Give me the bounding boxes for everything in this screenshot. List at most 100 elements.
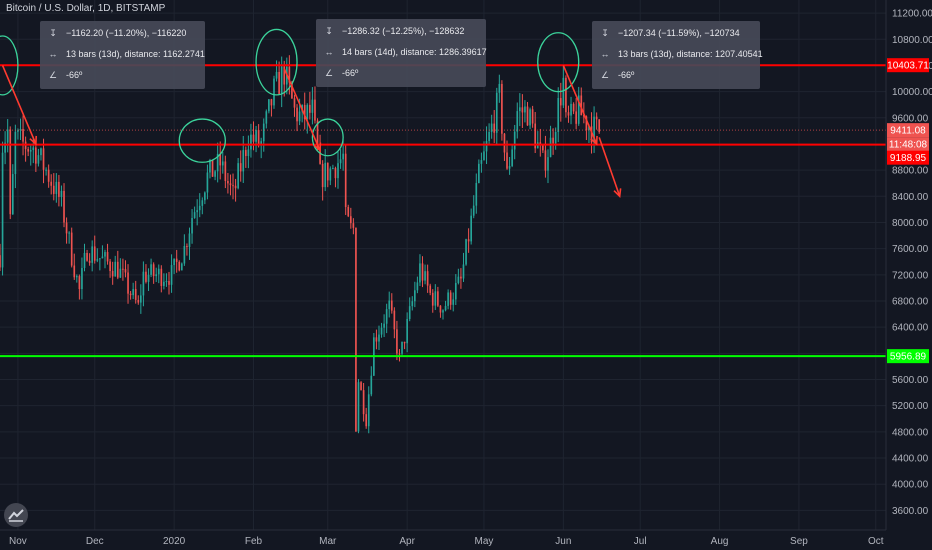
candle-body: [544, 150, 547, 171]
candle-body: [490, 123, 493, 132]
candle-body: [216, 153, 219, 172]
candle-body: [6, 129, 9, 143]
price-badge-label: 9188.95: [890, 153, 927, 164]
candle-body: [129, 293, 132, 296]
candle-body: [206, 172, 209, 193]
candle-body: [495, 92, 498, 133]
candle-body: [572, 103, 575, 112]
candle-body: [239, 163, 242, 172]
measure-price-change: −1286.32 (−12.25%), −128632: [342, 26, 465, 36]
candle-body: [283, 66, 286, 85]
candle-body: [180, 263, 183, 271]
candle-body: [183, 246, 186, 264]
candle-body: [529, 109, 531, 126]
candle-body: [380, 327, 383, 335]
candle-body: [293, 98, 296, 108]
candle-body: [65, 222, 68, 234]
candle-body: [19, 128, 22, 131]
arrow-head: [313, 142, 322, 153]
candle-body: [347, 207, 350, 217]
candle-body: [344, 153, 347, 208]
x-tick-label: Mar: [319, 536, 337, 547]
candle-body: [262, 123, 265, 142]
candle-body: [142, 271, 145, 296]
y-tick-label: 7200.00: [892, 270, 929, 281]
candle-body: [119, 268, 122, 278]
chart-title: Bitcoin / U.S. Dollar, 1D, BITSTAMP: [6, 3, 166, 14]
x-axis-labels: Nov Dec 2020 Feb Mar Apr May Jun Jul Aug Sep Oct: [9, 536, 884, 547]
arrow-annotation: [562, 65, 598, 145]
angle-icon: ∠: [324, 68, 334, 78]
candle-body: [593, 116, 595, 143]
candle-body: [513, 131, 516, 150]
candle-body: [403, 341, 406, 344]
candle-body: [590, 126, 593, 143]
candle-body: [127, 272, 129, 294]
candle-body: [493, 123, 496, 133]
candle-body: [70, 232, 73, 266]
candle-body: [173, 258, 175, 266]
candle-body: [145, 271, 147, 282]
candle-body: [9, 129, 12, 215]
measure-tooltip-1: ↧ −1162.20 (−11.20%), −116220 ↔ 13 bars (1…: [40, 21, 205, 89]
candle-body: [27, 149, 29, 152]
candle-body: [278, 71, 280, 95]
candle-body: [362, 390, 365, 415]
price-axis[interactable]: [886, 0, 932, 530]
measure-bars: 13 bars (13d), distance: 1207.40541: [618, 49, 763, 59]
candle-body: [247, 149, 250, 156]
candle-body: [68, 232, 70, 234]
candle-body: [260, 141, 263, 145]
candle-body: [334, 168, 337, 179]
x-tick-label: Jul: [634, 536, 647, 547]
angle-icon: ∠: [600, 70, 610, 80]
candle-body: [309, 104, 311, 113]
x-tick-label: Feb: [245, 536, 263, 547]
y-tick-label: 6400.00: [892, 323, 929, 334]
candle-body: [483, 151, 485, 161]
arrow-annotation: [283, 68, 321, 151]
candle-body: [132, 289, 134, 296]
measure-angle: -66º: [342, 68, 359, 78]
candle-body: [316, 120, 319, 149]
candle-body: [227, 180, 229, 184]
y-tick-label: 8800.00: [892, 166, 929, 177]
candle-body: [426, 271, 429, 286]
arrow-head: [613, 188, 622, 199]
candle-body: [444, 305, 447, 311]
candle-body: [29, 150, 32, 152]
y-tick-label: 8400.00: [892, 192, 929, 203]
time-axis[interactable]: [0, 530, 932, 550]
candle-body: [280, 66, 283, 95]
candle-body: [198, 205, 201, 211]
candle-body: [78, 276, 81, 290]
x-tick-label: Apr: [399, 536, 415, 547]
candle-body: [349, 216, 352, 224]
tradingview-logo-icon[interactable]: [4, 503, 28, 527]
candle-body: [209, 159, 211, 173]
candle-body: [583, 115, 585, 117]
y-tick-label: 8000.00: [892, 218, 929, 229]
candle-body: [521, 107, 524, 113]
candle-body: [83, 252, 86, 268]
candle-body: [191, 217, 193, 234]
y-tick-label: 7600.00: [892, 244, 929, 255]
candle-body: [298, 111, 301, 122]
y-tick-label: 5200.00: [892, 401, 929, 412]
candle-body: [165, 281, 168, 283]
candle-body: [434, 291, 437, 306]
y-tick-label: 4800.00: [892, 427, 929, 438]
candle-body: [35, 147, 37, 164]
candle-body: [45, 169, 47, 171]
candle-body: [214, 171, 216, 177]
candle-body: [47, 169, 50, 182]
price-badge: [887, 349, 929, 364]
candle-body: [383, 323, 385, 328]
candle-body: [375, 337, 378, 342]
candle-body: [439, 305, 442, 313]
arrow-annotation: [1, 65, 37, 145]
horizontal-range-icon: ↔: [48, 49, 58, 59]
candle-body: [598, 119, 601, 132]
candle-body: [339, 159, 342, 164]
candle-body: [88, 260, 91, 263]
